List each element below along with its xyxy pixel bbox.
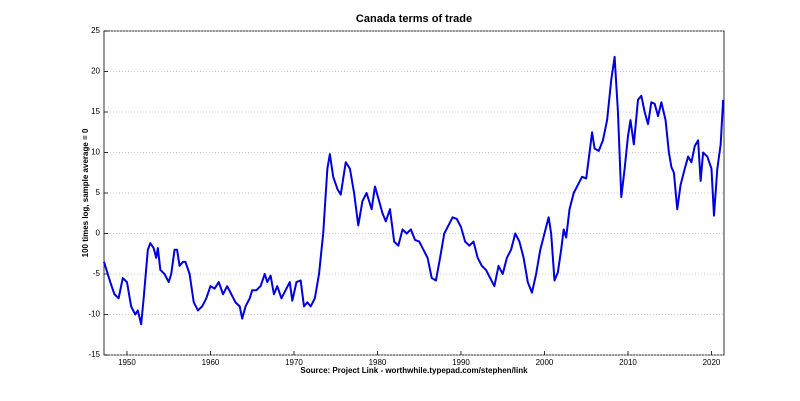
x-tick-label: 1950	[118, 358, 136, 367]
y-tick-label: -10	[88, 310, 100, 319]
y-tick-label: -5	[93, 269, 101, 278]
data-line	[103, 55, 725, 326]
x-tick-label: 1990	[452, 358, 470, 367]
y-axis-label: 100 times log, sample average = 0	[81, 128, 90, 257]
source-note: Source: Project Link - worthwhile.typepa…	[300, 366, 528, 375]
y-tick-label: 5	[96, 188, 101, 197]
y-tick-label: 0	[96, 229, 101, 238]
y-tick-label: -15	[88, 350, 100, 359]
y-tick-label: 15	[91, 107, 100, 116]
x-tick-label: 1980	[369, 358, 387, 367]
y-tick-label: 10	[91, 148, 100, 157]
x-tick-label: 1960	[202, 358, 220, 367]
x-tick-label: 1970	[285, 358, 303, 367]
y-tick-label: 25	[91, 26, 100, 35]
x-tick-label: 2000	[536, 358, 554, 367]
y-tick-label: 20	[91, 67, 100, 76]
x-tick-label: 2020	[703, 358, 721, 367]
chart-title: Canada terms of trade	[356, 13, 472, 25]
x-tick-label: 2010	[619, 358, 637, 367]
